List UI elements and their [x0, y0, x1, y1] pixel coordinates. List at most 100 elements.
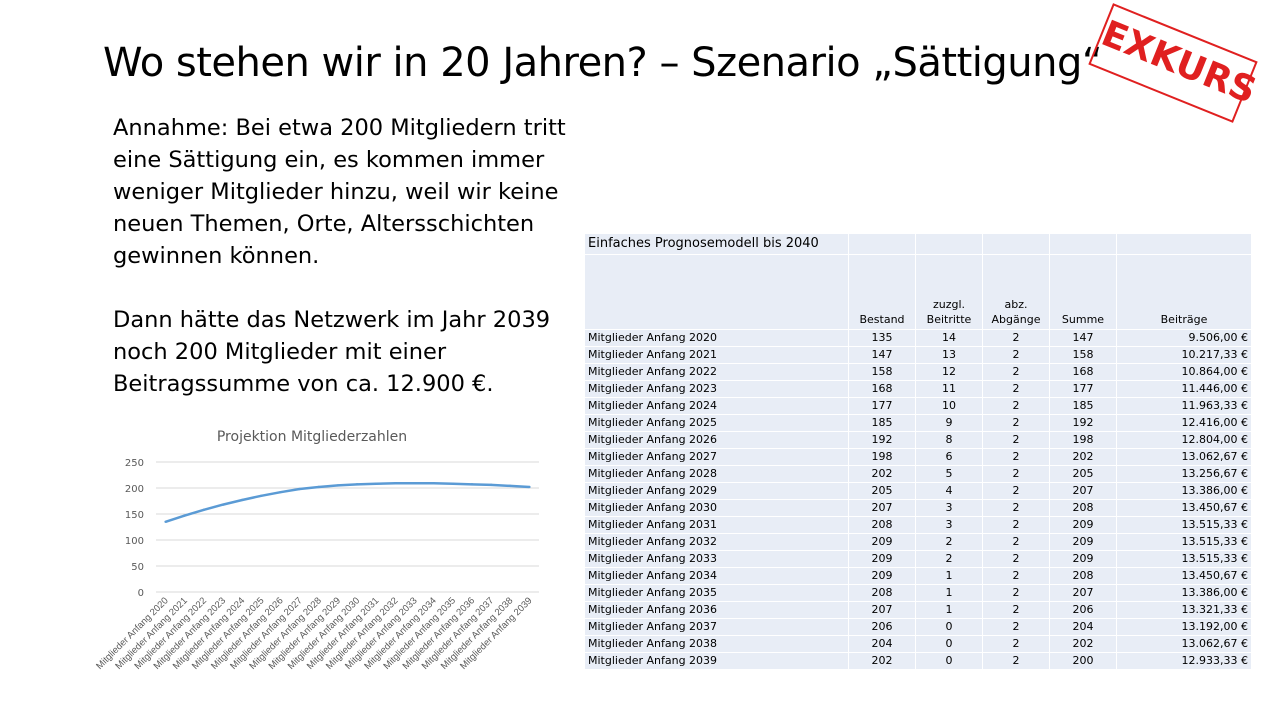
table-row: Mitglieder Anfang 2036 207 1 2 206 13.321,33 … [584, 601, 1252, 619]
table-row: Mitglieder Anfang 2029 205 4 2 207 13.386,00 … [584, 482, 1252, 500]
summe-cell: 209 [1049, 516, 1117, 534]
data-point [260, 494, 263, 497]
abgaenge-cell: 2 [982, 516, 1050, 534]
beitraege-cell: 13.450,67 € [1116, 567, 1252, 585]
beitraege-cell: 10.217,33 € [1116, 346, 1252, 364]
beitritte-cell: 3 [915, 516, 983, 534]
abgaenge-cell: 2 [982, 346, 1050, 364]
row-label: Mitglieder Anfang 2027 [584, 448, 849, 466]
summe-cell: 168 [1049, 363, 1117, 381]
abgaenge-cell: 2 [982, 414, 1050, 432]
beitritte-cell: 13 [915, 346, 983, 364]
abgaenge-cell: 2 [982, 431, 1050, 449]
beitritte-cell: 2 [915, 550, 983, 568]
data-point [298, 487, 301, 491]
beitraege-cell: 12.804,00 € [1116, 431, 1252, 449]
data-point [202, 508, 206, 512]
beitritte-cell: 14 [915, 329, 983, 347]
beitritte-cell: 11 [915, 380, 983, 398]
abgaenge-cell: 2 [982, 397, 1050, 415]
table-row: Mitglieder Anfang 2031 208 3 2 209 13.515,33 … [584, 516, 1252, 534]
row-label: Mitglieder Anfang 2026 [584, 431, 849, 449]
abgaenge-cell: 2 [982, 584, 1050, 602]
series-line [165, 482, 530, 523]
beitritte-cell: 1 [915, 601, 983, 619]
beitraege-cell: 13.515,33 € [1116, 533, 1252, 551]
beitraege-cell: 13.386,00 € [1116, 482, 1252, 500]
abgaenge-cell: 2 [982, 618, 1050, 636]
header-label [584, 254, 849, 330]
table-row: Mitglieder Anfang 2038 204 0 2 202 13.062,67 … [584, 635, 1252, 653]
abgaenge-cell: 2 [982, 448, 1050, 466]
summe-cell: 207 [1049, 482, 1117, 500]
bestand-cell: 207 [848, 601, 916, 619]
abgaenge-cell: 2 [982, 550, 1050, 568]
abgaenge-cell: 2 [982, 533, 1050, 551]
bestand-cell: 198 [848, 448, 916, 466]
abgaenge-cell: 2 [982, 652, 1050, 670]
table-row: Mitglieder Anfang 2024 177 10 2 185 11.963,33… [584, 397, 1252, 415]
header-beitritte: zuzgl. Beitritte [915, 254, 983, 330]
row-label: Mitglieder Anfang 2024 [584, 397, 849, 415]
y-tick-label: 250 [125, 458, 144, 469]
beitraege-cell: 13.062,67 € [1116, 635, 1252, 653]
data-point [279, 490, 282, 494]
page-title: Wo stehen wir in 20 Jahren? – Szenario „… [103, 40, 1103, 86]
row-label: Mitglieder Anfang 2035 [584, 584, 849, 602]
beitraege-cell: 12.416,00 € [1116, 414, 1252, 432]
beitritte-cell: 4 [915, 482, 983, 500]
bestand-cell: 205 [848, 482, 916, 500]
row-label: Mitglieder Anfang 2033 [584, 550, 849, 568]
table-row: Mitglieder Anfang 2032 209 2 2 209 13.515,33 … [584, 533, 1252, 551]
beitritte-cell: 0 [915, 652, 983, 670]
empty-cell [915, 233, 983, 255]
table-title-row: Einfaches Prognosemodell bis 2040 [584, 233, 1252, 255]
beitraege-cell: 13.515,33 € [1116, 516, 1252, 534]
row-label: Mitglieder Anfang 2037 [584, 618, 849, 636]
summe-cell: 209 [1049, 533, 1117, 551]
header-bestand: Bestand [848, 254, 916, 330]
bestand-cell: 185 [848, 414, 916, 432]
forecast-table: Einfaches Prognosemodell bis 2040 Bestan… [584, 233, 1252, 670]
body-text: Annahme: Bei etwa 200 Mitgliedern tritt … [113, 112, 573, 400]
summe-cell: 200 [1049, 652, 1117, 670]
beitritte-cell: 10 [915, 397, 983, 415]
row-label: Mitglieder Anfang 2039 [584, 652, 849, 670]
empty-cell [1116, 233, 1252, 255]
beitraege-cell: 13.450,67 € [1116, 499, 1252, 517]
row-label: Mitglieder Anfang 2028 [584, 465, 849, 483]
summe-cell: 205 [1049, 465, 1117, 483]
conclusion-paragraph: Dann hätte das Netzwerk im Jahr 2039 noc… [113, 307, 551, 397]
beitraege-cell: 13.386,00 € [1116, 584, 1252, 602]
row-label: Mitglieder Anfang 2034 [584, 567, 849, 585]
y-tick-label: 100 [125, 536, 144, 547]
abgaenge-cell: 2 [982, 601, 1050, 619]
summe-cell: 192 [1049, 414, 1117, 432]
beitraege-cell: 13.256,67 € [1116, 465, 1252, 483]
table-row: Mitglieder Anfang 2028 202 5 2 205 13.256,67 … [584, 465, 1252, 483]
data-point [375, 482, 378, 486]
header-beitraege: Beiträge [1116, 254, 1252, 330]
data-point [221, 503, 225, 506]
row-label: Mitglieder Anfang 2025 [584, 414, 849, 432]
row-label: Mitglieder Anfang 2020 [584, 329, 849, 347]
chart-title: Projektion Mitgliederzahlen [217, 429, 407, 445]
empty-cell [1049, 233, 1117, 255]
summe-cell: 204 [1049, 618, 1117, 636]
data-point [394, 482, 397, 485]
y-tick-label: 0 [138, 588, 144, 599]
beitraege-cell: 13.515,33 € [1116, 550, 1252, 568]
table-row: Mitglieder Anfang 2022 158 12 2 168 10.864,00… [584, 363, 1252, 381]
beitritte-cell: 3 [915, 499, 983, 517]
summe-cell: 158 [1049, 346, 1117, 364]
beitritte-cell: 0 [915, 635, 983, 653]
bestand-cell: 192 [848, 431, 916, 449]
data-point [413, 482, 416, 485]
beitraege-cell: 12.933,33 € [1116, 652, 1252, 670]
data-point [183, 514, 186, 517]
bestand-cell: 209 [848, 567, 916, 585]
summe-cell: 207 [1049, 584, 1117, 602]
table-row: Mitglieder Anfang 2025 185 9 2 192 12.416,00 … [584, 414, 1252, 432]
beitraege-cell: 11.446,00 € [1116, 380, 1252, 398]
beitritte-cell: 1 [915, 584, 983, 602]
